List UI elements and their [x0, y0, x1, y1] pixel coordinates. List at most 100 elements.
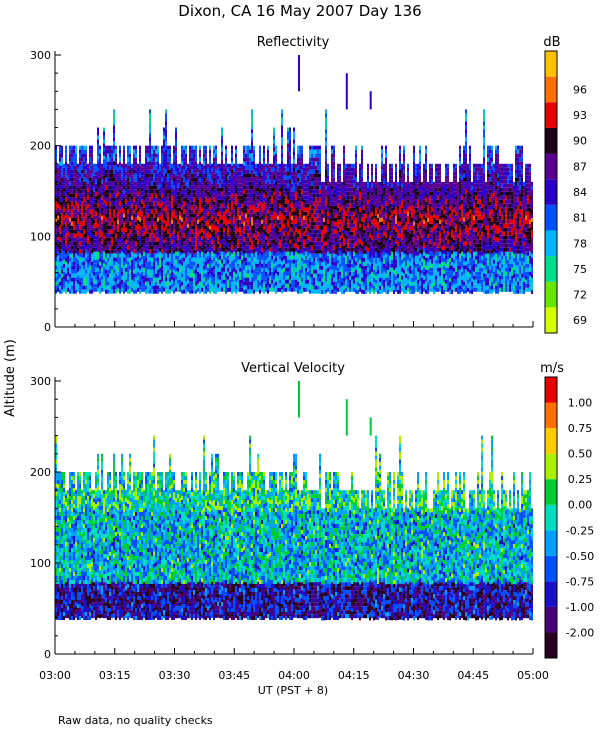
field-cell: [117, 168, 119, 172]
field-cell: [147, 226, 149, 230]
field-cell: [167, 286, 169, 290]
field-cell: [235, 146, 237, 150]
field-cell: [131, 280, 133, 284]
field-cell: [97, 140, 99, 144]
field-cell: [213, 254, 215, 258]
field-cell: [133, 258, 135, 262]
field-cell: [121, 204, 123, 208]
field-cell: [57, 244, 59, 248]
field-cell: [153, 186, 155, 190]
field-cell: [79, 226, 81, 230]
field-cell: [181, 230, 183, 234]
field-cell: [103, 224, 105, 228]
field-cell: [77, 244, 79, 248]
field-cell: [135, 210, 137, 214]
field-cell: [149, 189, 151, 193]
field-cell: [189, 254, 191, 258]
field-cell: [235, 234, 237, 238]
field-cell: [201, 200, 203, 204]
field-cell: [113, 265, 115, 269]
field-cell: [77, 228, 79, 232]
field-cell: [73, 246, 75, 250]
field-cell: [189, 154, 191, 158]
field-cell: [101, 240, 103, 244]
field-cell: [223, 216, 225, 220]
field-cell: [75, 166, 77, 170]
field-cell: [149, 277, 151, 281]
field-cell: [121, 184, 123, 188]
field-cell: [113, 177, 115, 181]
field-cell: [221, 164, 223, 168]
field-cell: [163, 264, 165, 268]
field-cell: [217, 276, 219, 280]
field-cell: [221, 276, 223, 280]
field-cell: [213, 154, 215, 158]
field-cell: [205, 258, 207, 262]
field-cell: [187, 184, 189, 188]
field-cell: [95, 288, 97, 292]
field-cell: [171, 232, 173, 236]
field-cell: [125, 184, 127, 188]
field-cell: [175, 180, 177, 184]
field-cell: [109, 194, 111, 198]
field-cell: [203, 210, 205, 214]
field-cell: [229, 200, 231, 204]
field-cell: [117, 272, 119, 276]
field-cell: [131, 232, 133, 236]
field-cell: [139, 290, 141, 294]
field-cell: [101, 256, 103, 260]
field-cell: [227, 220, 229, 224]
field-cell: [217, 220, 219, 224]
field-cell: [211, 252, 213, 256]
field-cell: [67, 264, 69, 268]
field-cell: [117, 212, 119, 216]
field-cell: [77, 248, 79, 252]
field-cell: [221, 180, 223, 184]
field-cell: [149, 137, 151, 141]
field-cell: [149, 285, 151, 289]
field-cell: [151, 150, 153, 154]
field-cell: [149, 201, 151, 205]
field-cell: [73, 174, 75, 178]
field-cell: [113, 273, 115, 277]
field-cell: [127, 166, 129, 170]
field-cell: [113, 289, 115, 293]
field-cell: [175, 220, 177, 224]
field-cell: [113, 137, 115, 141]
field-cell: [185, 150, 187, 154]
field-cell: [151, 254, 153, 258]
field-cell: [213, 234, 215, 238]
field-cell: [163, 200, 165, 204]
field-cell: [137, 260, 139, 264]
field-cell: [181, 222, 183, 226]
field-cell: [61, 266, 63, 270]
field-cell: [145, 150, 147, 154]
field-cell: [181, 154, 183, 158]
field-cell: [201, 228, 203, 232]
field-cell: [185, 262, 187, 266]
field-cell: [79, 150, 81, 154]
field-cell: [63, 260, 65, 264]
field-cell: [115, 266, 117, 270]
field-cell: [185, 254, 187, 258]
field-cell: [151, 222, 153, 226]
field-cell: [121, 248, 123, 252]
field-cell: [107, 254, 109, 258]
field-cell: [179, 208, 181, 212]
field-cell: [87, 236, 89, 240]
field-cell: [241, 248, 243, 252]
field-cell: [139, 262, 141, 266]
field-cell: [93, 260, 95, 264]
field-cell: [111, 270, 113, 274]
field-cell: [133, 206, 135, 210]
field-cell: [89, 178, 91, 182]
field-cell: [137, 228, 139, 232]
field-cell: [137, 288, 139, 292]
field-cell: [189, 270, 191, 274]
field-cell: [231, 150, 233, 154]
field-cell: [203, 258, 205, 262]
field-cell: [73, 222, 75, 226]
field-cell: [115, 218, 117, 222]
field-cell: [93, 248, 95, 252]
field-cell: [63, 168, 65, 172]
